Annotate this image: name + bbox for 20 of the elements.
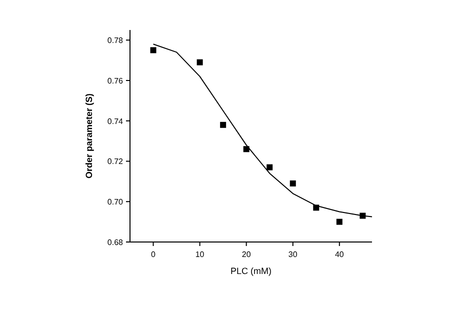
y-tick-label: 0.70 — [107, 198, 124, 207]
y-tick-label: 0.72 — [107, 157, 124, 166]
x-tick-label: 0 — [151, 250, 156, 259]
x-tick-label: 10 — [195, 250, 205, 259]
point — [266, 164, 273, 170]
y-tick-label: 0.68 — [107, 238, 124, 247]
y-tick-label: 0.78 — [107, 36, 124, 46]
point — [196, 59, 203, 66]
x-axis-title: PLC (mM) — [230, 266, 272, 276]
point — [220, 122, 226, 128]
x-tick-label: 40 — [334, 250, 344, 259]
point — [150, 47, 156, 54]
x-tick-label: 20 — [242, 250, 252, 259]
point — [290, 180, 296, 186]
x-tick-label: 30 — [288, 250, 298, 259]
y-axis-title: Order parameter (S) — [84, 93, 94, 179]
point — [336, 218, 342, 225]
y-tick-label: 0.74 — [107, 116, 124, 126]
line-series — [152, 44, 372, 218]
y-tick-label: 0.76 — [107, 76, 124, 86]
